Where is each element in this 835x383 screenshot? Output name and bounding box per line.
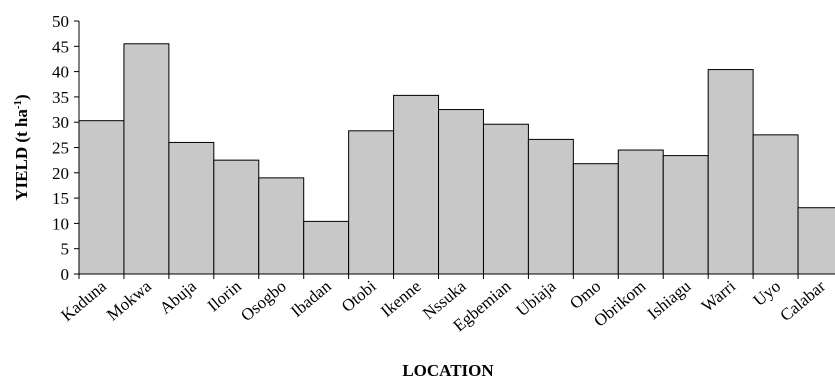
y-tick-label: 15 (52, 189, 69, 208)
bar-mokwa (123, 43, 170, 275)
y-tick-label: 45 (52, 37, 69, 56)
y-tick-label: 35 (52, 88, 69, 107)
x-tick-label-uyo: Uyo (750, 277, 785, 310)
y-tick-label: 5 (61, 240, 70, 259)
x-tick-label-otobi: Otobi (338, 276, 380, 316)
x-axis-title: LOCATION (402, 361, 494, 380)
y-tick-label: 0 (61, 265, 70, 284)
bar-ilorin (213, 159, 260, 275)
bar-ishiagu (662, 155, 709, 275)
y-tick-label: 10 (52, 214, 69, 233)
bar-uyo (752, 134, 799, 275)
y-axis-title-close: ) (12, 94, 31, 100)
bar-ubiaja (527, 138, 574, 275)
y-tick-label: 20 (52, 164, 69, 183)
y-tick-label: 50 (52, 12, 69, 31)
x-tick-label-warri: Warri (698, 276, 740, 315)
x-tick-label-mokwa: Mokwa (103, 276, 155, 324)
x-tick-label-ishiagu: Ishiagu (644, 276, 695, 323)
y-axis-title-main: YIELD (t ha (12, 109, 31, 201)
x-tick-label-ikenne: Ikenne (377, 277, 425, 321)
bar-warri (707, 69, 754, 275)
y-ticks-group: 0 5 10 15 20 25 30 35 40 45 50 (52, 12, 79, 284)
bar-osogbo (258, 177, 305, 275)
x-tick-label-calabar: Calabar (776, 276, 829, 325)
y-axis-title: YIELD (t ha-1) (12, 94, 31, 200)
x-tick-label-abuja: Abuja (156, 276, 200, 318)
x-tick-label-osogbo: Osogbo (237, 277, 290, 326)
bar-ibadan (303, 220, 350, 275)
bar-kaduna (78, 120, 125, 275)
bar-calabar (797, 207, 835, 275)
y-tick-label: 40 (52, 63, 69, 82)
x-tick-label-ibadan: Ibadan (287, 276, 335, 321)
y-axis-title-superscript: -1 (12, 100, 24, 109)
y-tick-label: 30 (52, 113, 69, 132)
bar-omo (572, 163, 619, 275)
bar-abuja (168, 141, 215, 275)
x-tick-label-ubiaja: Ubiaja (513, 276, 560, 320)
bars-group (78, 43, 835, 275)
bar-otobi (348, 130, 395, 275)
x-tick-label-omo: Omo (566, 277, 604, 313)
bar-nssuka (438, 109, 484, 275)
bar-egbemian (482, 123, 529, 275)
bar-ikenne (393, 94, 440, 275)
bar-obrikom (617, 149, 664, 275)
y-tick-label: 25 (52, 139, 69, 158)
